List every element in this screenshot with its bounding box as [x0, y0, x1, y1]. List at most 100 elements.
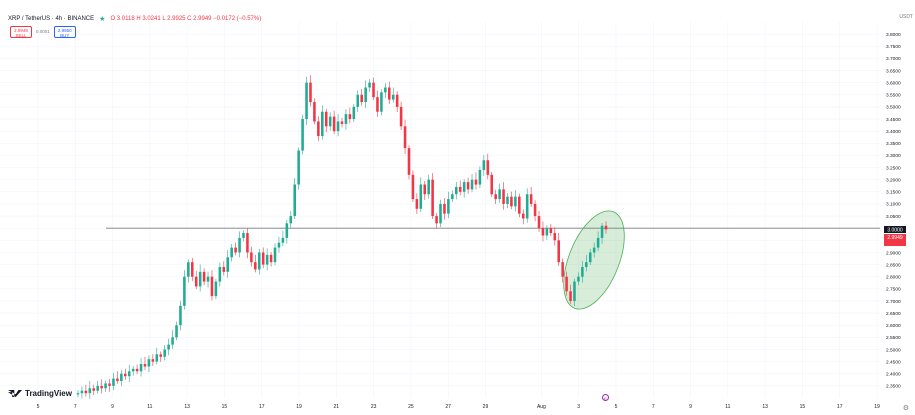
candle-body [328, 116, 332, 127]
candle-body [104, 383, 107, 389]
candle-body [553, 233, 557, 241]
candle-body [600, 225, 604, 238]
spread-value: 0.0001 [36, 29, 50, 34]
favorite-star-icon[interactable]: ★ [99, 16, 106, 23]
candle-body [159, 354, 163, 357]
candle-body [561, 262, 564, 277]
y-tick-label: 2.7500 [886, 287, 901, 293]
y-tick-label: 3.8000 [886, 32, 901, 38]
event-marker-icon[interactable]: E [602, 394, 609, 401]
candle-body [313, 102, 316, 122]
brand-name: TradingView [25, 389, 72, 398]
candle-body [498, 189, 501, 200]
y-tick-label: 2.3500 [886, 384, 901, 390]
time-axis[interactable]: 5 7 9 11 13 15 17 19 21 23 25 27 29 Aug 3 5 7 9 11 13 15 17 19 [37, 404, 880, 410]
sell-button[interactable]: 2.9949 SELL [10, 26, 32, 38]
y-tick-label: 2.8500 [886, 262, 901, 268]
candle-body [238, 237, 241, 253]
candle-body [265, 254, 269, 265]
sell-price: 2.9949 [14, 27, 28, 33]
candle-body [250, 252, 253, 263]
candle-body [462, 182, 466, 192]
candle-body [155, 354, 159, 362]
y-tick-label: 3.2500 [886, 165, 901, 171]
current-price-tag-bg [884, 234, 906, 246]
candle-body [537, 216, 541, 229]
candle-body [494, 194, 497, 200]
x-tick-label: 3 [577, 404, 580, 410]
candle-body [592, 247, 596, 253]
candle-body [454, 186, 458, 195]
y-tick-label: 3.2000 [886, 177, 901, 183]
candle-body [478, 169, 482, 185]
x-tick-label: 23 [371, 404, 377, 410]
candle-body [246, 233, 249, 253]
candle-body [415, 199, 419, 209]
candle-body [518, 196, 521, 214]
candle-body [506, 196, 509, 204]
candle-body [541, 228, 545, 236]
buy-button[interactable]: 2.9950 BUY [53, 26, 76, 38]
y-tick-label: 3.5500 [886, 93, 901, 99]
candle-body [403, 126, 407, 149]
highlight-ellipse[interactable] [551, 202, 636, 317]
candle-body [588, 252, 592, 263]
candle-body [76, 393, 80, 395]
x-tick-label: Aug [537, 404, 546, 410]
y-tick-label: 3.7000 [886, 56, 901, 62]
current-price-tag: 2.9949 [887, 235, 903, 241]
x-tick-label: 15 [800, 404, 806, 410]
y-tick-label: 2.4000 [886, 372, 901, 378]
candle-body [198, 271, 202, 287]
candle-body [364, 87, 367, 103]
candle-body [139, 364, 143, 372]
y-tick-label: 3.4500 [886, 117, 901, 123]
candle-body [163, 349, 166, 357]
candle-body [419, 184, 423, 209]
candle-body [604, 225, 608, 230]
candle-body [514, 196, 517, 207]
candle-body [545, 228, 549, 236]
candle-body [431, 179, 434, 217]
y-tick-label: 3.1500 [886, 190, 901, 196]
x-tick-label: 11 [147, 404, 152, 410]
candle-body [384, 87, 387, 93]
candle-body [131, 368, 135, 372]
candle-body [557, 240, 560, 263]
price-axis[interactable]: 3.8000 3.7500 3.7000 3.6500 3.6000 3.5500 3.50… [886, 32, 901, 390]
candle-body [470, 179, 474, 190]
candle-body [293, 184, 296, 217]
candle-body [340, 121, 344, 124]
symbol-title[interactable]: XRP / TetherUS · 4h · BINANCE [8, 16, 95, 22]
candle-body [96, 385, 99, 391]
candle-body [510, 196, 513, 207]
y-tick-label: 2.6500 [886, 311, 901, 317]
candle-body [486, 160, 490, 175]
tradingview-logo-icon [8, 390, 22, 397]
candle-body [348, 114, 352, 120]
currency-label[interactable]: USDT [899, 14, 913, 20]
candle-body [352, 106, 356, 120]
candle-body [317, 121, 320, 137]
candle-body [151, 359, 155, 362]
x-tick-label: 5 [615, 404, 618, 410]
candle-body [183, 276, 186, 306]
x-tick-label: 17 [259, 404, 265, 410]
ohlc-values: O 3.0118 H 3.0241 L 2.9925 C 2.9949 −0.0… [110, 16, 262, 22]
candle-body [289, 216, 293, 224]
y-tick-label: 2.4500 [886, 359, 901, 365]
candle-body [309, 82, 312, 103]
x-tick-label: 19 [296, 404, 302, 410]
candle-body [423, 184, 427, 195]
candle-body [120, 373, 123, 382]
x-tick-label: 11 [725, 404, 730, 410]
y-tick-label: 3.0500 [886, 214, 901, 220]
tradingview-logo[interactable]: TradingView [8, 389, 72, 398]
candle-body [124, 373, 127, 377]
x-tick-label: 9 [111, 404, 114, 410]
x-tick-label: 25 [408, 404, 414, 410]
candle-body [297, 150, 300, 185]
gear-icon[interactable]: ⚙ [902, 405, 909, 412]
candle-body [190, 262, 194, 277]
